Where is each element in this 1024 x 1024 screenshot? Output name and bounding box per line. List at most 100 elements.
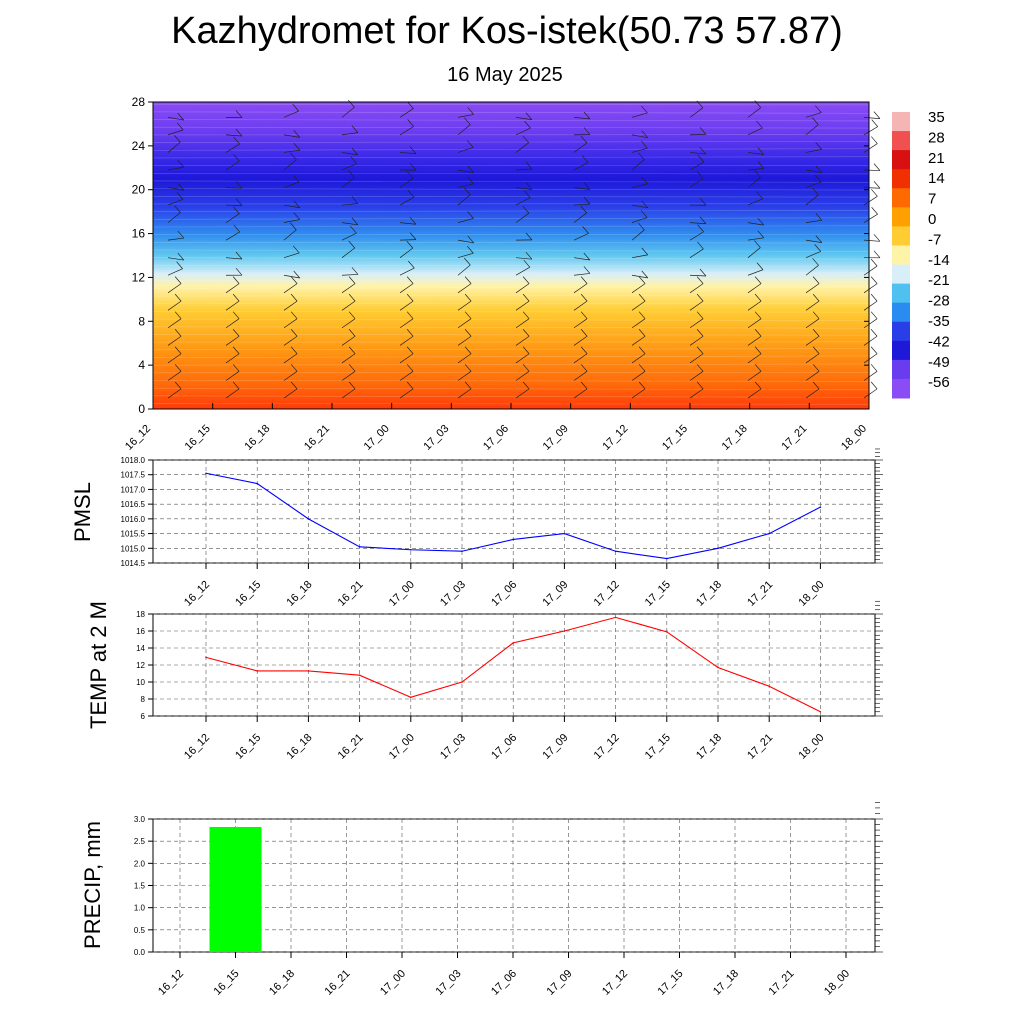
wind-barb	[573, 371, 588, 381]
wind-barb-flag	[812, 258, 819, 266]
wind-barb-flag	[174, 364, 182, 372]
colorbar-label: -7	[928, 231, 941, 248]
wind-barb-flag	[351, 196, 359, 204]
y-tick-label: 1017.0	[121, 485, 146, 494]
y-tick-label: 1.0	[134, 904, 146, 913]
wind-barb-flag	[348, 276, 356, 284]
x-tick-label: 17_15	[656, 968, 686, 998]
wind-barb	[573, 257, 590, 261]
wind-barb-flag	[525, 251, 533, 260]
wind-barb-flag	[812, 329, 820, 337]
wind-barb	[747, 237, 764, 241]
x-tick-label: 18_00	[839, 423, 869, 453]
wind-barb-flag	[293, 130, 301, 138]
wind-barb	[167, 141, 181, 153]
wind-barb-flag	[293, 245, 300, 254]
colorbar-swatch	[892, 302, 910, 323]
wind-barb-flag	[351, 217, 359, 226]
wind-barb	[689, 274, 706, 277]
data-point	[563, 532, 566, 535]
wind-barb	[225, 257, 242, 260]
wind-barb-flag	[464, 276, 472, 284]
wind-barb-flag	[235, 181, 243, 189]
x-tick-label: 16_12	[123, 423, 153, 453]
wind-barb-flag	[873, 111, 881, 119]
wind-barb	[341, 177, 355, 188]
wind-barb	[689, 161, 705, 171]
wind-barb-flag	[757, 161, 765, 169]
wind-barb	[805, 239, 822, 243]
wind-barb-flag	[640, 210, 648, 218]
wind-barb-flag	[815, 213, 823, 221]
wind-barb-flag	[407, 190, 415, 198]
colorbar-swatch	[892, 188, 910, 208]
contour-line	[152, 217, 870, 220]
data-point	[666, 557, 668, 560]
wind-barb-flag	[467, 165, 475, 173]
x-tick-label: 17_15	[643, 579, 673, 609]
wind-barb-flag	[290, 364, 298, 372]
wind-barb	[863, 388, 878, 399]
wind-barb-flag	[522, 311, 530, 319]
data-point	[307, 670, 310, 672]
wind-barb	[167, 388, 182, 399]
wind-barb-flag	[235, 110, 243, 118]
wind-barb-flag	[233, 206, 240, 214]
contour-line	[152, 141, 870, 143]
wind-barb	[805, 353, 820, 364]
wind-barb-flag	[641, 247, 649, 256]
wind-barb	[631, 335, 646, 346]
y-tick-label: 3.0	[134, 815, 146, 824]
x-tick-label: 17_15	[643, 732, 673, 762]
data-point	[307, 518, 310, 520]
wind-barb-flag	[464, 311, 472, 319]
wind-barb-flag	[583, 196, 591, 205]
wind-barb	[341, 300, 356, 311]
colorbar-label: -21	[928, 272, 950, 289]
wind-barb-flag	[348, 381, 356, 390]
wind-barb	[225, 160, 240, 171]
contour-line	[152, 294, 870, 297]
wind-barb-flag	[580, 293, 588, 302]
wind-barb	[399, 371, 414, 381]
precip-bar	[209, 826, 262, 952]
wind-barb	[631, 300, 646, 311]
x-tick-label: 16_15	[183, 423, 213, 453]
wind-barb-flag	[523, 190, 531, 198]
wind-barb-flag	[235, 198, 243, 206]
wind-barb	[457, 388, 472, 399]
y-tick-label: 16	[132, 227, 146, 241]
x-tick-label: 17_06	[481, 423, 511, 453]
wind-barb-flag	[580, 364, 588, 372]
wind-barb	[283, 388, 298, 399]
x-tick-label: 18_00	[796, 579, 826, 609]
wind-barb	[631, 353, 646, 364]
wind-barb-flag	[290, 329, 298, 337]
wind-barb	[805, 194, 819, 206]
wind-barb	[399, 108, 414, 118]
contour-line	[152, 172, 870, 175]
wind-barb	[631, 112, 648, 118]
wind-barb	[457, 124, 471, 136]
wind-barb	[863, 283, 878, 294]
wind-barb-flag	[757, 230, 765, 239]
wind-barb-flag	[466, 140, 474, 148]
colorbar-label: 21	[928, 150, 945, 167]
wind-barb-flag	[757, 217, 765, 226]
wind-barb	[573, 233, 589, 241]
wind-barb	[457, 218, 474, 223]
wind-barb	[631, 371, 646, 381]
wind-barb	[515, 266, 531, 276]
wind-barb-flag	[757, 147, 765, 155]
colorbar-label: 14	[928, 170, 945, 187]
x-tick-label: 16_15	[233, 732, 263, 762]
wind-barb	[399, 196, 415, 206]
wind-barb-flag	[582, 226, 589, 234]
x-tick-label: 17_03	[434, 968, 464, 998]
colorbar-label: 0	[928, 211, 936, 228]
wind-barb	[747, 388, 762, 399]
wind-barb	[341, 283, 356, 294]
x-tick-label: 16_21	[336, 732, 366, 762]
wind-barb	[747, 283, 762, 294]
y-tick-label: 1018.0	[121, 456, 146, 465]
